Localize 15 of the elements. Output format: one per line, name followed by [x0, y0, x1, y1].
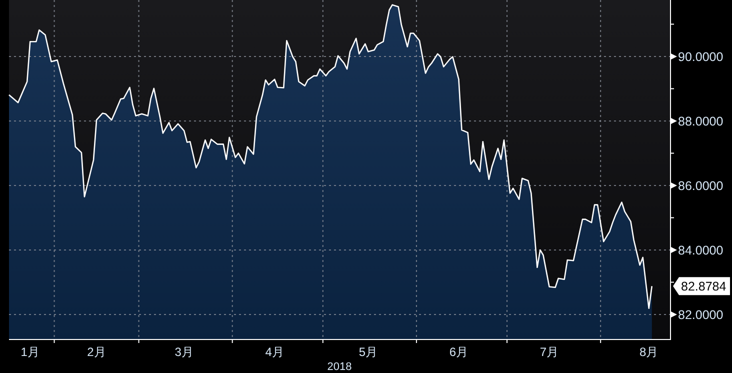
x-axis-title: 2018	[327, 361, 352, 373]
annotation: 82.8784	[681, 280, 726, 294]
x-tick-label: 7月	[540, 345, 559, 359]
x-tick-label: 4月	[265, 345, 284, 359]
y-tick-label: 82.0000	[678, 308, 724, 322]
y-tick-label: 90.0000	[678, 50, 724, 64]
x-tick-label: 2月	[87, 345, 106, 359]
y-tick-label: 88.0000	[678, 114, 724, 128]
x-tick-label: 3月	[174, 345, 194, 359]
y-tick-label: 84.0000	[678, 243, 724, 258]
x-tick-label: 5月	[358, 345, 378, 359]
x-tick-label: 1月	[20, 345, 40, 359]
y-tick-label: 86.0000	[678, 178, 724, 193]
x-tick-label: 8月	[640, 345, 658, 359]
x-tick-label: 6月	[449, 345, 468, 359]
